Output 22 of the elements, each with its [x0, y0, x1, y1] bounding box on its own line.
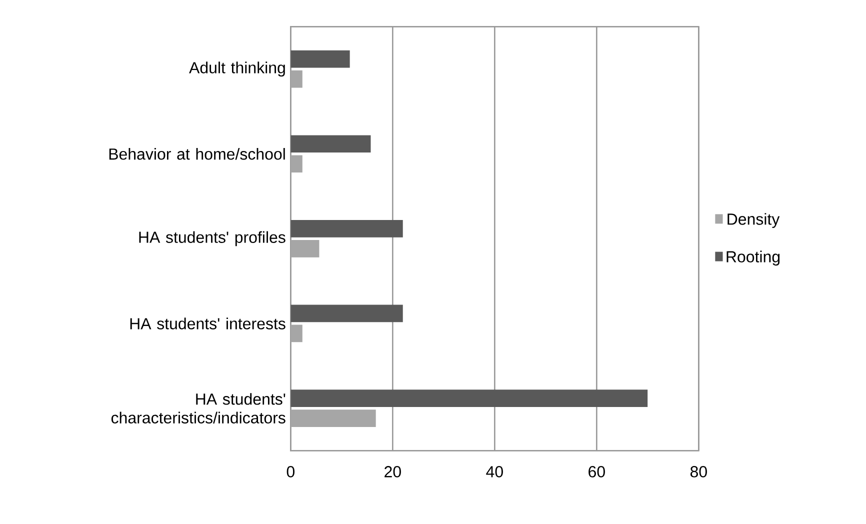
- bar: [290, 390, 648, 407]
- bar: [290, 50, 350, 68]
- y-tick-label: HA students' interests: [130, 318, 286, 330]
- y-tick-label: Behavior at home/school: [109, 148, 285, 160]
- bar: [290, 135, 371, 153]
- x-tick-label: 60: [588, 466, 605, 478]
- y-tick-label: Adult thinking: [189, 62, 285, 77]
- legend-label: Density: [728, 213, 780, 228]
- bar: [290, 70, 302, 88]
- bar: [290, 304, 403, 322]
- legend-label: Rooting: [726, 250, 780, 266]
- x-tick-label: 80: [690, 466, 707, 478]
- bar: [290, 240, 320, 258]
- bar: [290, 410, 376, 427]
- y-tick-label: HA students' profiles: [139, 231, 286, 246]
- bar: [290, 220, 403, 238]
- x-tick-label: 0: [286, 466, 294, 478]
- x-tick-label: 40: [486, 466, 503, 478]
- y-tick-label: HA students' characteristics/indicators: [111, 393, 286, 424]
- bar: [290, 155, 302, 173]
- bar: [290, 324, 302, 342]
- x-tick-label: 20: [384, 466, 401, 478]
